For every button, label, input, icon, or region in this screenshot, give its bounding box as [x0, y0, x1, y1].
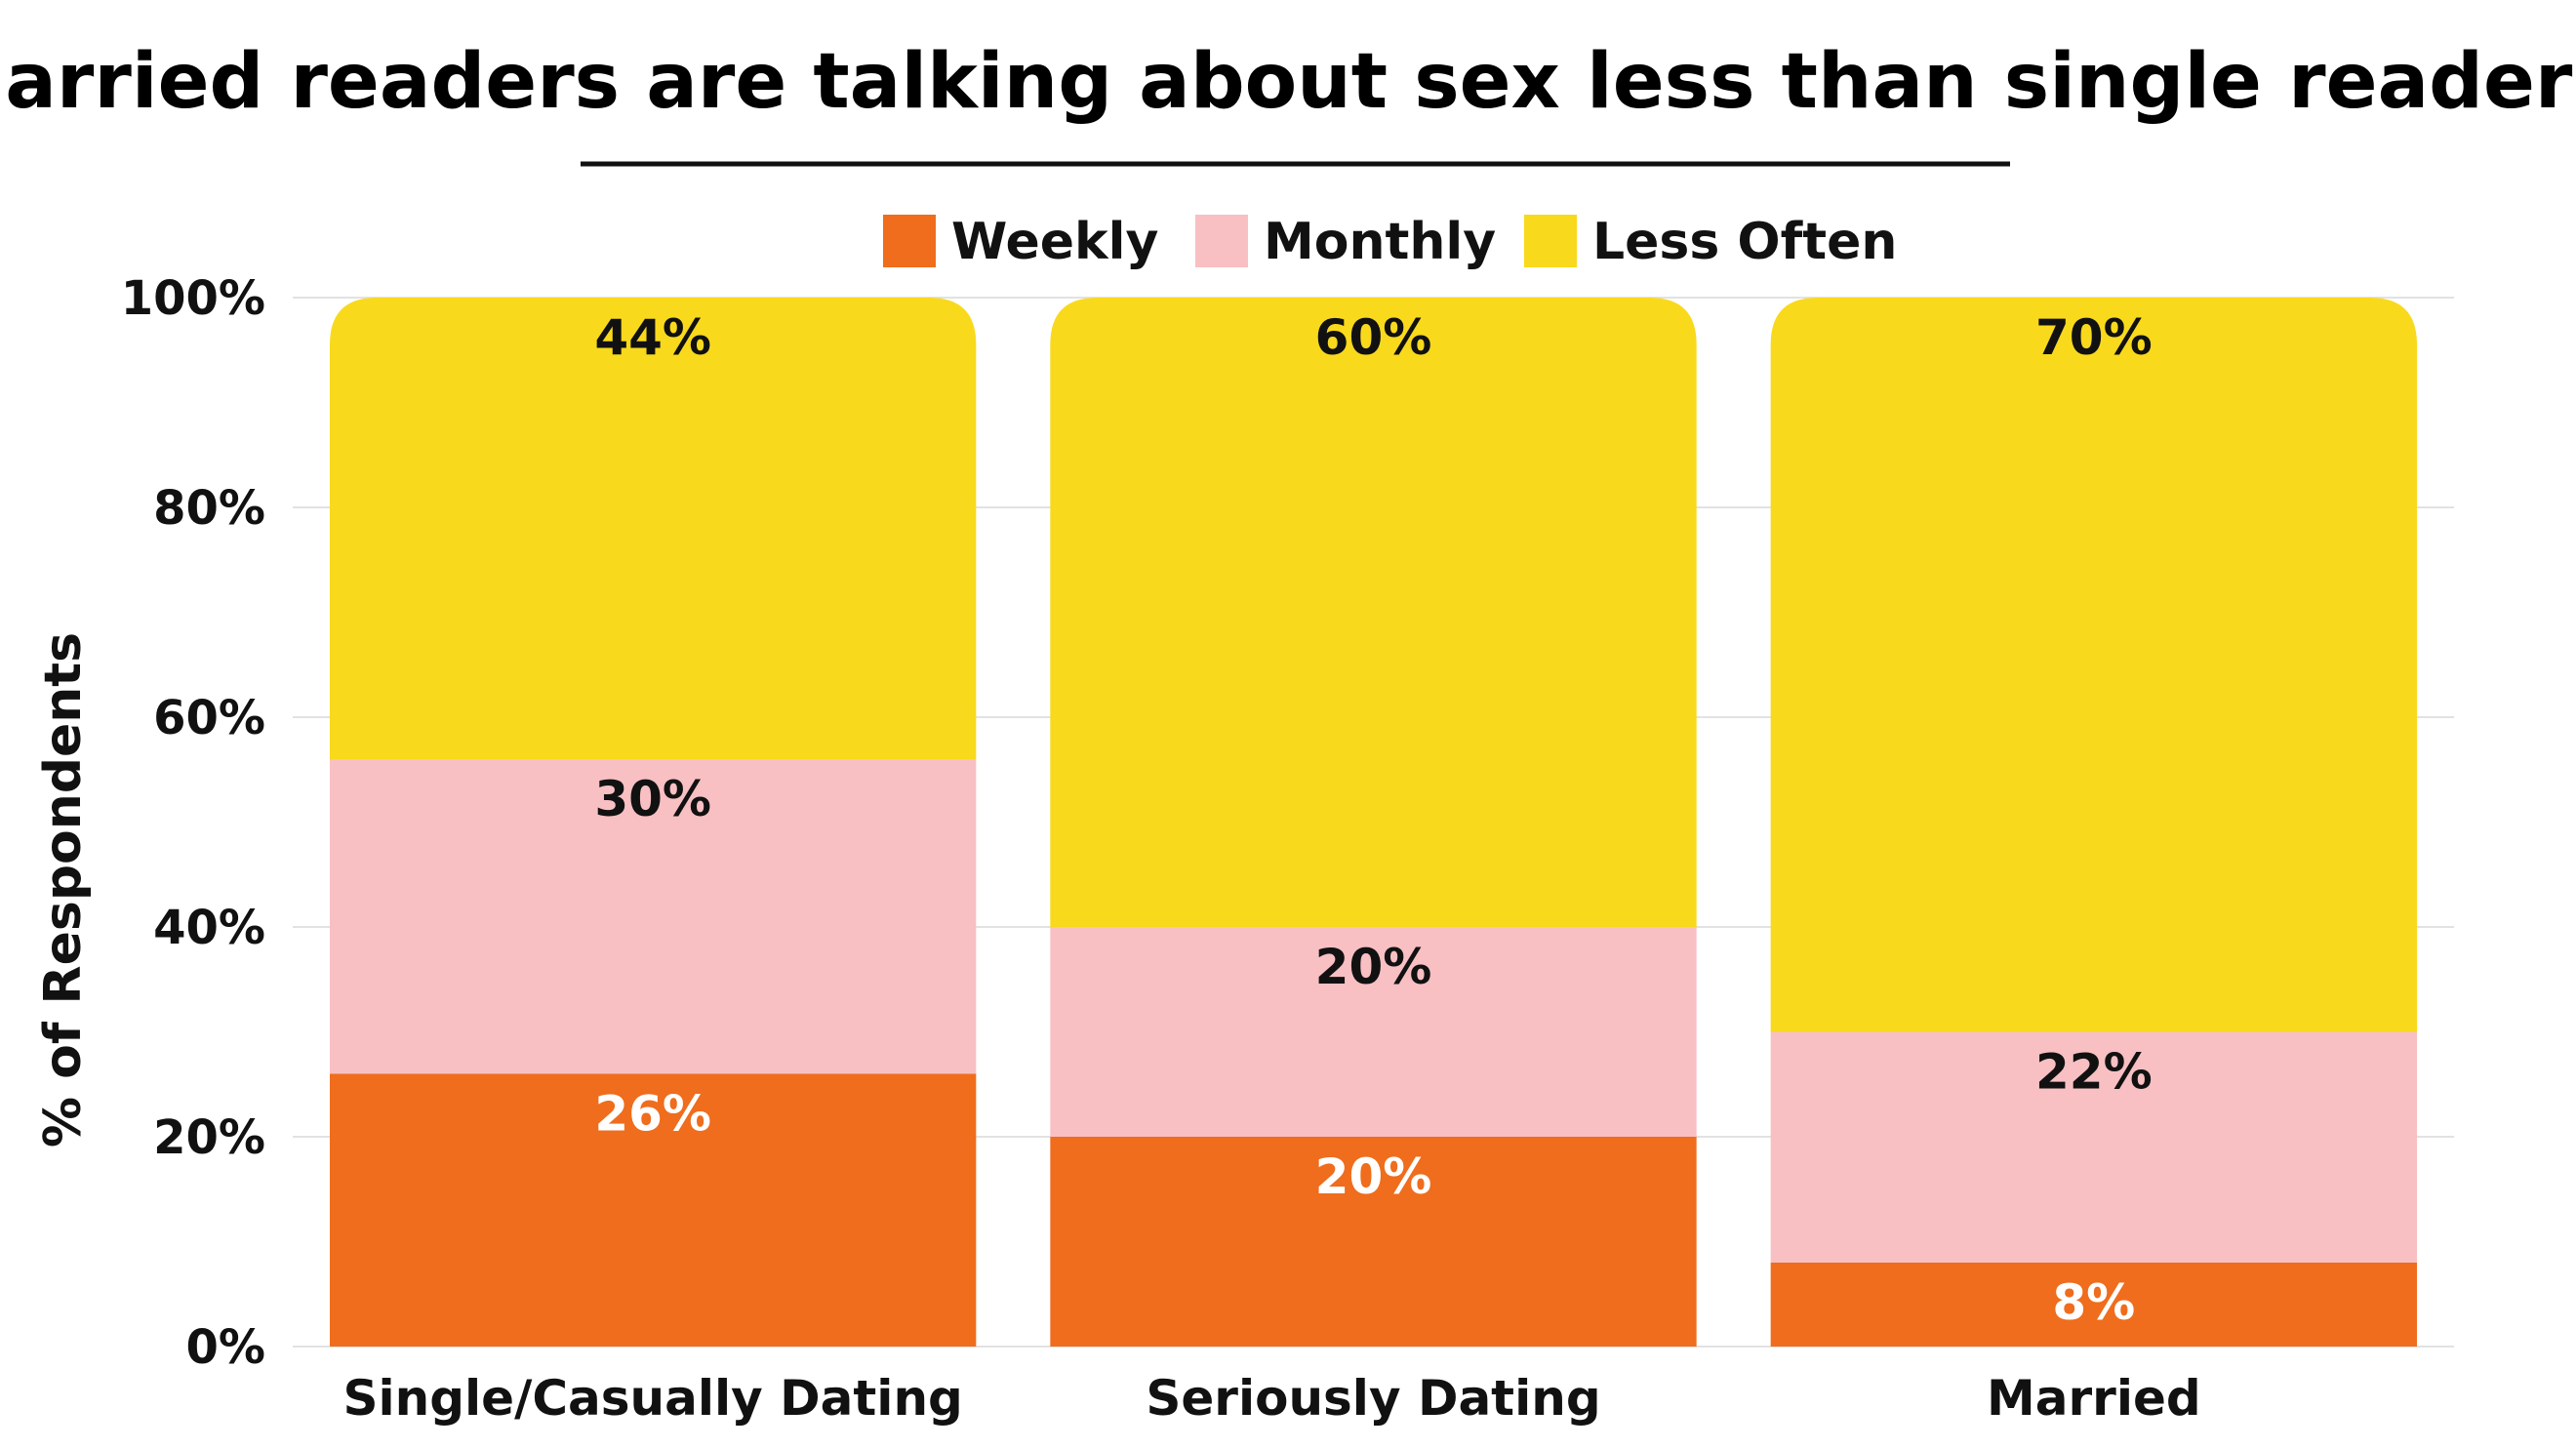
y-tick-label: 40%: [153, 901, 265, 955]
data-label: 44%: [594, 309, 711, 366]
legend-label: Less Often: [1592, 213, 1897, 271]
data-label: 8%: [2052, 1274, 2135, 1331]
data-label: 70%: [2035, 309, 2153, 366]
y-axis: 0% 20% 40% 60% 80% 100%: [121, 271, 265, 1375]
y-tick-label: 20%: [153, 1110, 265, 1165]
legend: Weekly Monthly Less Often: [883, 213, 1897, 271]
legend-swatch-weekly: [883, 215, 936, 267]
bar-monthly-3: [1770, 1031, 2417, 1263]
data-label: 22%: [2035, 1044, 2153, 1101]
legend-label: Monthly: [1264, 213, 1496, 271]
bar-less-often-2: [1050, 298, 1697, 927]
y-axis-label: % of Respondents: [34, 632, 93, 1147]
x-tick-label: Married: [1987, 1370, 2201, 1427]
x-axis: Single/Casually Dating Seriously Dating Ma…: [343, 1370, 2201, 1427]
bar-weekly-3: [1770, 1263, 2417, 1347]
legend-swatch-less-often: [1524, 215, 1577, 267]
data-label: 20%: [1315, 1148, 1432, 1205]
y-tick-label: 0%: [186, 1320, 266, 1375]
data-label: 20%: [1315, 939, 1432, 995]
x-tick-label: Seriously Dating: [1146, 1370, 1600, 1427]
data-labels: 26% 30% 44% 20% 20% 60% 8% 22% 70%: [594, 309, 2152, 1331]
bar-less-often-1: [330, 298, 977, 759]
legend-label: Weekly: [951, 213, 1158, 271]
bar-monthly-1: [330, 759, 977, 1074]
legend-swatch-monthly: [1195, 215, 1248, 267]
x-tick-label: Single/Casually Dating: [343, 1370, 963, 1427]
y-tick-label: 60%: [153, 691, 265, 745]
data-label: 26%: [594, 1086, 711, 1143]
bars: [330, 298, 2417, 1347]
bar-weekly-2: [1050, 1137, 1697, 1347]
bar-monthly-2: [1050, 927, 1697, 1137]
data-label: 30%: [594, 771, 711, 827]
chart-title: Married readers are talking about sex le…: [0, 38, 2576, 126]
y-tick-label: 80%: [153, 481, 265, 536]
bar-weekly-1: [330, 1073, 977, 1347]
data-label: 60%: [1315, 309, 1432, 366]
y-tick-label: 100%: [121, 271, 265, 326]
bar-less-often-3: [1770, 298, 2417, 1032]
